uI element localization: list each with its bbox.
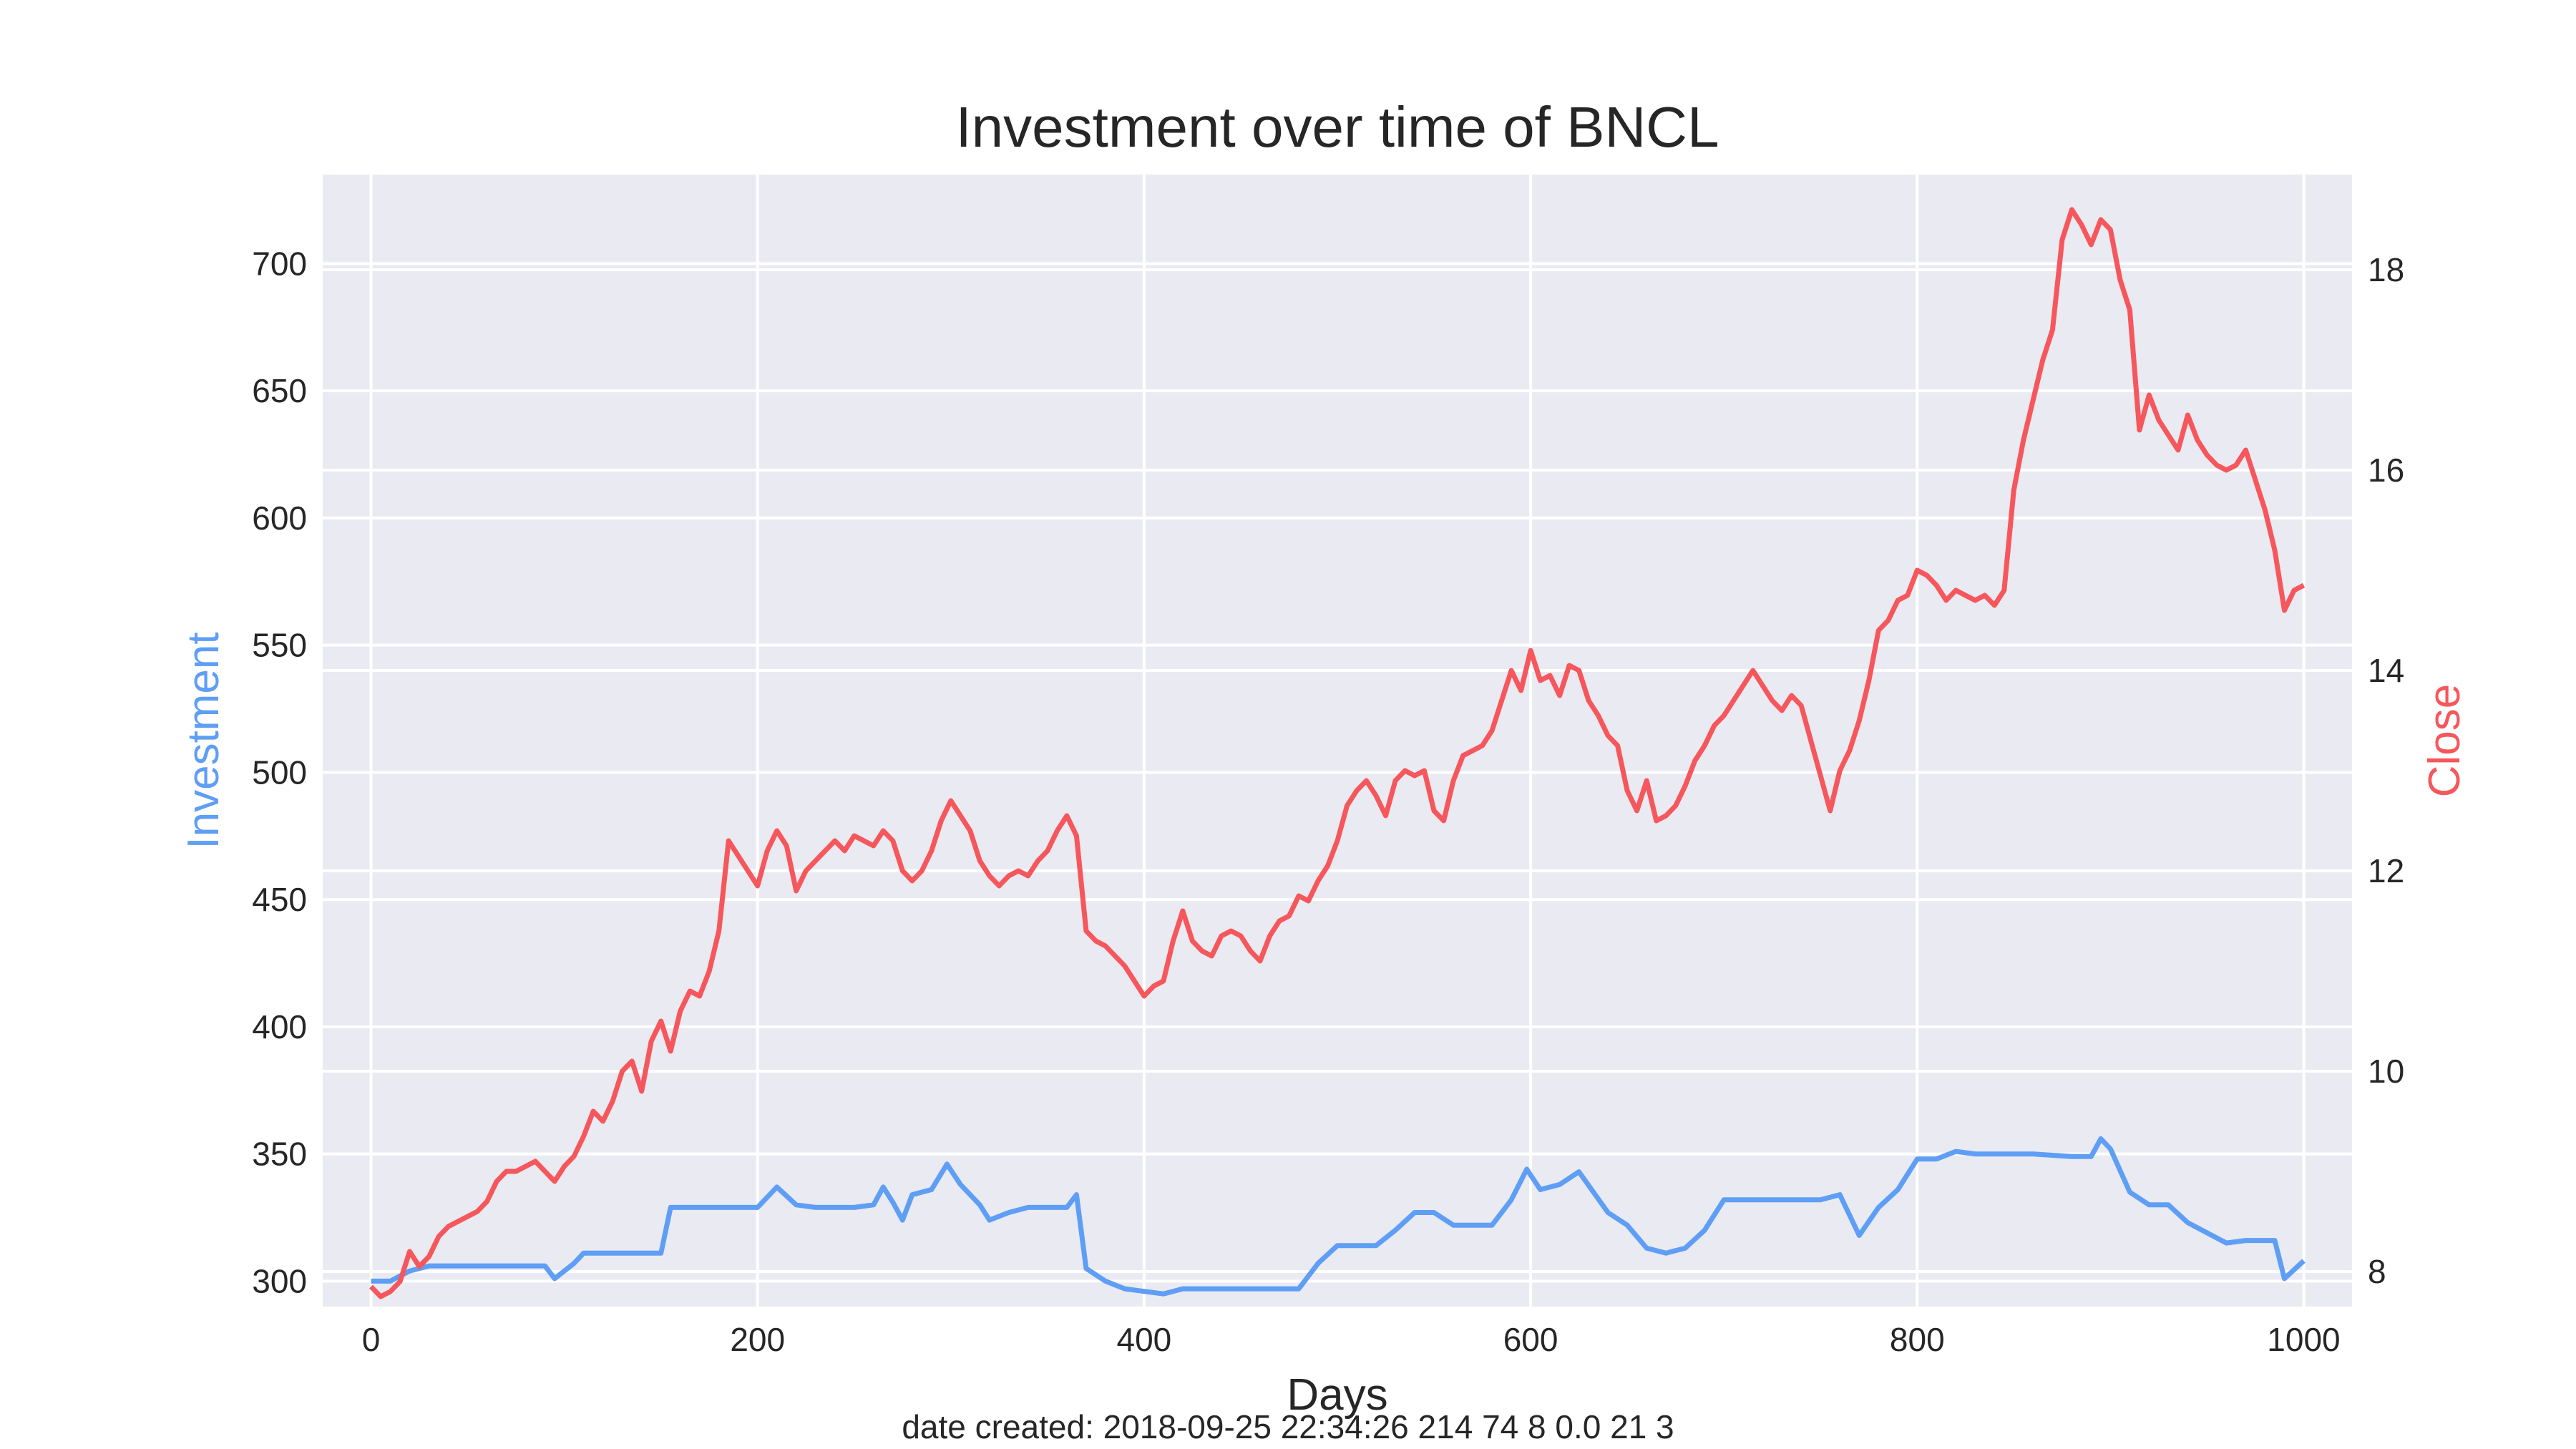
tick-labels: 0 200 400 600 800 1000 300 350 400 450 500 550 600 65…	[252, 245, 2404, 1358]
x-tick-label: 600	[1503, 1321, 1558, 1358]
y-left-tick-label: 400	[252, 1008, 307, 1045]
y-left-tick-label: 650	[252, 372, 307, 409]
x-tick-label: 400	[1117, 1321, 1172, 1358]
x-tick-label: 1000	[2267, 1321, 2340, 1358]
date-created-footer: date created: 2018-09-25 22:34:26 214 74…	[902, 1408, 1674, 1445]
y-right-tick-label: 14	[2368, 652, 2404, 689]
series-lines	[369, 207, 2306, 1299]
y-right-tick-label: 18	[2368, 251, 2404, 288]
chart-title: Investment over time of BNCL	[955, 95, 1719, 159]
y-left-tick-label: 450	[252, 881, 307, 918]
series-line-investment	[371, 1136, 2306, 1297]
plot-area	[323, 175, 2352, 1307]
y-left-tick-label: 500	[252, 753, 307, 791]
series-line-close	[369, 207, 2306, 1299]
y-right-tick-label: 16	[2368, 452, 2404, 489]
y-axis-left-label: Investment	[179, 632, 228, 849]
y-right-tick-label: 12	[2368, 852, 2404, 889]
y-left-tick-label: 550	[252, 627, 307, 664]
y-left-tick-label: 300	[252, 1262, 307, 1299]
x-axis-label: Days	[1287, 1370, 1387, 1420]
y-right-tick-label: 8	[2368, 1253, 2386, 1290]
y-left-tick-label: 350	[252, 1136, 307, 1173]
y-left-tick-label: 600	[252, 499, 307, 537]
y-left-tick-label: 700	[252, 245, 307, 282]
x-tick-label: 0	[362, 1321, 381, 1358]
x-tick-label: 200	[730, 1321, 785, 1358]
y-right-tick-label: 10	[2368, 1053, 2404, 1090]
y-axis-right-label: Close	[2420, 684, 2469, 798]
x-tick-label: 800	[1890, 1321, 1945, 1358]
